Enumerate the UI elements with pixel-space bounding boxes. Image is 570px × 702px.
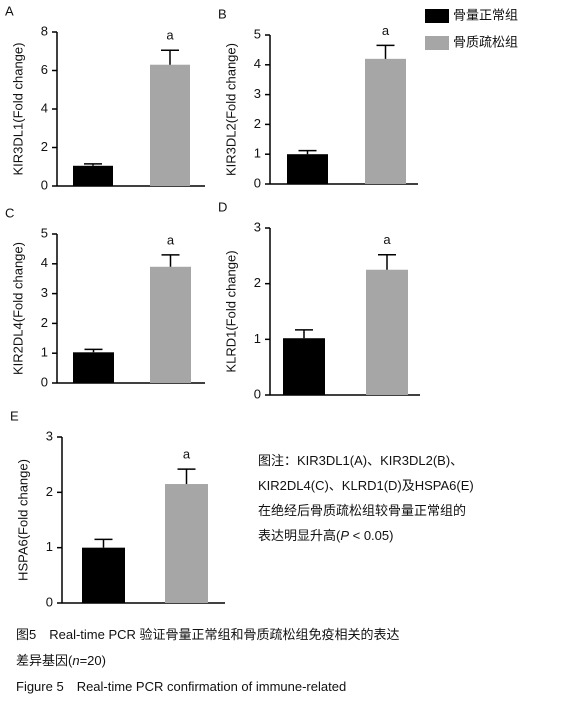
bar (165, 484, 208, 603)
panel-label: E (10, 408, 19, 423)
note-text: 图注：KIR3DL1(A)、KIR3DL2(B)、 (258, 453, 463, 468)
note-line: 图注：KIR3DL1(A)、KIR3DL2(B)、 (258, 453, 463, 468)
note-text: KIR2DL4(C)、KLRD1(D)及HSPA6(E) (258, 478, 474, 493)
bar (150, 266, 191, 383)
legend-swatch (425, 9, 449, 23)
error-bar (94, 538, 113, 548)
bar (73, 352, 114, 383)
bar (287, 154, 328, 184)
error-bar (177, 468, 196, 485)
caption-text: 差异基因( (16, 653, 73, 668)
caption-line: Figure 5 Real-time PCR confirmation of i… (16, 679, 346, 694)
caption-text: n (72, 653, 79, 668)
y-tick-label: 1 (254, 146, 261, 161)
significance-label: a (166, 28, 174, 43)
note-line: 在绝经后骨质疏松组较骨量正常组的 (258, 503, 466, 518)
legend-label: 骨质疏松组 (453, 34, 518, 49)
significance-label: a (167, 232, 175, 247)
error-bar (376, 44, 395, 59)
y-tick-label: 2 (41, 139, 48, 154)
caption-line: 图5 Real-time PCR 验证骨量正常组和骨质疏松组免疫相关的表达 (16, 627, 400, 642)
note-text: 在绝经后骨质疏松组较骨量正常组的 (258, 503, 466, 518)
error-bar (378, 253, 396, 270)
error-bar (84, 348, 103, 353)
legend-label: 骨量正常组 (453, 7, 518, 22)
y-tick-label: 4 (254, 56, 261, 71)
y-tick-label: 0 (46, 594, 53, 609)
y-axis-label: KIR3DL2(Fold change) (223, 43, 238, 176)
y-axis-label: KLRD1(Fold change) (223, 250, 238, 372)
y-tick-label: 3 (46, 428, 53, 443)
note-line: KIR2DL4(C)、KLRD1(D)及HSPA6(E) (258, 478, 474, 493)
bar (82, 547, 125, 603)
significance-label: a (383, 232, 391, 247)
error-bar (295, 329, 313, 339)
error-bar (161, 254, 180, 267)
y-tick-label: 4 (41, 100, 48, 115)
y-tick-label: 5 (41, 225, 48, 240)
y-tick-label: 0 (41, 177, 48, 192)
y-tick-label: 0 (41, 374, 48, 389)
y-tick-label: 2 (41, 315, 48, 330)
error-bar (298, 149, 317, 155)
y-tick-label: 1 (46, 539, 53, 554)
note-text: < 0.05) (349, 528, 393, 543)
bar (366, 269, 408, 395)
y-tick-label: 1 (41, 345, 48, 360)
y-tick-label: 5 (254, 26, 261, 41)
bar (283, 338, 325, 395)
y-axis-label: KIR2DL4(Fold change) (10, 242, 25, 375)
y-tick-label: 0 (254, 175, 261, 190)
y-tick-label: 6 (41, 62, 48, 77)
panel-label: A (5, 3, 14, 18)
significance-label: a (382, 23, 390, 38)
y-axis-label: HSPA6(Fold change) (15, 459, 30, 581)
y-tick-label: 2 (46, 484, 53, 499)
bar (365, 58, 406, 185)
y-axis-label: KIR3DL1(Fold change) (10, 43, 25, 176)
significance-label: a (183, 447, 191, 462)
y-tick-label: 3 (254, 219, 261, 234)
y-tick-label: 0 (254, 386, 261, 401)
y-tick-label: 3 (41, 285, 48, 300)
caption-text: 图5 Real-time PCR 验证骨量正常组和骨质疏松组免疫相关的表达 (16, 627, 400, 642)
y-tick-label: 2 (254, 116, 261, 131)
y-tick-label: 4 (41, 255, 48, 270)
note-text: P (340, 528, 349, 543)
y-tick-label: 8 (41, 23, 48, 38)
y-tick-label: 2 (254, 275, 261, 290)
panel-label: C (5, 205, 14, 220)
caption-line: 差异基因(n=20) (16, 653, 106, 668)
legend-swatch (425, 36, 449, 50)
bar (150, 64, 190, 186)
note-line: 表达明显升高(P < 0.05) (258, 528, 393, 543)
error-bar (84, 163, 102, 166)
panel-label: D (218, 199, 227, 214)
y-tick-label: 1 (254, 331, 261, 346)
error-bar (161, 49, 179, 65)
panel-label: B (218, 6, 227, 21)
y-tick-label: 3 (254, 86, 261, 101)
caption-text: Figure 5 Real-time PCR confirmation of i… (16, 679, 346, 694)
caption-text: =20) (80, 653, 106, 668)
bar (73, 165, 113, 186)
note-text: 表达明显升高( (258, 528, 341, 543)
